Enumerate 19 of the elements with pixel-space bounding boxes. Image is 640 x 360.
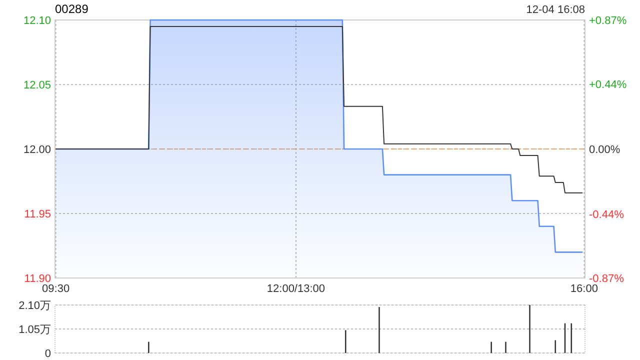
- text: 12-04 16:08: [526, 4, 585, 16]
- chart-title: 00289: [55, 2, 89, 16]
- line-series: [55, 26, 584, 194]
- y-tick-label: 1.05万: [18, 324, 51, 336]
- y2-tick-label: +0.87%: [589, 15, 627, 27]
- y2-tick-label: 0.00%: [589, 144, 620, 156]
- y-tick-label: 12.05: [23, 80, 51, 92]
- y-tick-label: 11.95: [24, 208, 51, 220]
- x-tick-label: 12:00/13:00: [266, 283, 326, 295]
- x-tick-label: 09:30: [42, 283, 70, 295]
- y2-tick-label: +0.44%: [589, 78, 627, 91]
- y-tick-label: 12.10: [23, 15, 51, 27]
- y-tick-label: 2.10万: [18, 300, 51, 312]
- y-tick-label: 12.00: [23, 144, 51, 156]
- y2-tick-label: -0.44%: [589, 209, 624, 222]
- y2-tick-label: -0.87%: [589, 273, 624, 285]
- x-tick-label: 16:00: [570, 283, 598, 295]
- y-tick-label: 11.90: [24, 273, 51, 285]
- y-tick-label: 0: [44, 348, 51, 360]
